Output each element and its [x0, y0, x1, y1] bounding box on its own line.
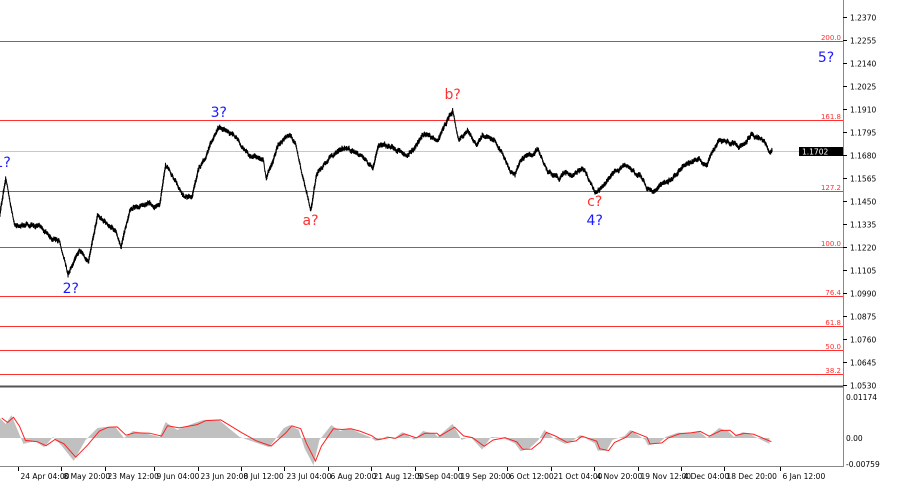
- time-tick-label: 23 May 12:00: [108, 472, 160, 481]
- fib-level-label: 200.0: [821, 34, 841, 42]
- wave-label: a?: [303, 213, 319, 229]
- oscillator-tick-label: 0.01174: [846, 393, 877, 402]
- time-tick-label: 18 Dec 20:00: [727, 472, 778, 481]
- price-tick-label: 1.1565: [850, 175, 876, 184]
- oscillator-axis: 0.01174 0.00 -0.00759: [846, 393, 880, 469]
- price-tick-label: 1.2370: [850, 14, 876, 23]
- fib-level-label: 161.8: [821, 113, 841, 121]
- time-tick-label: 21 Aug 12:00: [374, 472, 425, 481]
- fibonacci-levels: 200.0 161.8 127.2 100.0 76.4 61.8 50.0 38.2: [0, 34, 843, 375]
- price-tick-label: 1.1680: [850, 152, 876, 161]
- time-tick-label: 6 Jan 12:00: [783, 472, 826, 481]
- oscillator-tick-label: 0.00: [846, 434, 863, 443]
- price-tick-label: 1.1220: [850, 244, 876, 253]
- current-price-text: 1.1702: [802, 148, 828, 157]
- oscillator-panel: [0, 414, 772, 466]
- time-tick-label: 6 Oct 12:00: [510, 472, 554, 481]
- fib-level-label: 76.4: [825, 289, 841, 297]
- price-tick-label: 1.2025: [850, 83, 876, 92]
- time-tick-label: 9 Jun 04:00: [157, 472, 200, 481]
- price-tick-label: 1.0760: [850, 336, 876, 345]
- wave-label: 2?: [63, 281, 79, 297]
- price-tick-label: 1.1795: [850, 129, 876, 138]
- wave-label: c?: [587, 194, 602, 210]
- time-tick-label: 24 Apr 04:00: [21, 472, 70, 481]
- fib-level-label: 61.8: [825, 319, 841, 327]
- time-tick-label: 4 Nov 20:00: [597, 472, 643, 481]
- wave-label: 1?: [0, 155, 11, 171]
- time-tick-label: 21 Oct 04:00: [554, 472, 603, 481]
- wave-label: 3?: [211, 105, 227, 121]
- time-tick-label: 19 Sep 20:00: [461, 472, 511, 481]
- price-tick-label: 1.0645: [850, 359, 876, 368]
- time-tick-label: 6 Aug 20:00: [331, 472, 377, 481]
- price-tick-label: 1.1910: [850, 106, 876, 115]
- oscillator-signal-line: [1, 416, 772, 463]
- price-line: [0, 107, 773, 278]
- price-tick-label: 1.1450: [850, 198, 876, 207]
- wave-label: b?: [444, 87, 460, 103]
- current-price-box: [799, 147, 843, 156]
- current-price-label: 1.1702: [799, 147, 843, 157]
- price-tick-label: 1.1105: [850, 267, 876, 276]
- price-tick-label: 1.2140: [850, 60, 876, 69]
- price-tick-label: 1.0990: [850, 290, 876, 299]
- wave-label: 4?: [587, 213, 603, 229]
- time-tick-label: 23 Jun 20:00: [201, 472, 249, 481]
- price-tick-label: 1.0875: [850, 313, 876, 322]
- price-tick-label: 1.2255: [850, 37, 876, 46]
- time-tick-label: 8 Jul 12:00: [244, 472, 284, 481]
- price-tick-label: 1.1335: [850, 221, 876, 230]
- time-tick-label: 8 May 20:00: [64, 472, 111, 481]
- wave-labels: 1? 2? 3? a? b? c? 4? 5?: [0, 50, 834, 297]
- time-tick-label: 23 Jul 04:00: [287, 472, 332, 481]
- price-series: [0, 107, 773, 278]
- price-tick-label: 1.0530: [850, 382, 876, 391]
- time-tick-label: 19 Nov 12:00: [641, 472, 692, 481]
- wave-label: 5?: [818, 50, 834, 66]
- fib-level-label: 127.2: [821, 184, 841, 192]
- oscillator-tick-label: -0.00759: [846, 460, 880, 469]
- fib-level-label: 50.0: [825, 343, 841, 351]
- fib-level-label: 100.0: [821, 240, 841, 248]
- time-tick-label: 5 Sep 04:00: [418, 472, 464, 481]
- price-axis[interactable]: 1.2370 1.2255 1.2140 1.2025 1.1910 1.1795 1.16…: [843, 14, 876, 391]
- time-tick-label: 4 Dec 04:00: [684, 472, 730, 481]
- fib-level-label: 38.2: [825, 367, 841, 375]
- oscillator-histogram: [0, 415, 770, 466]
